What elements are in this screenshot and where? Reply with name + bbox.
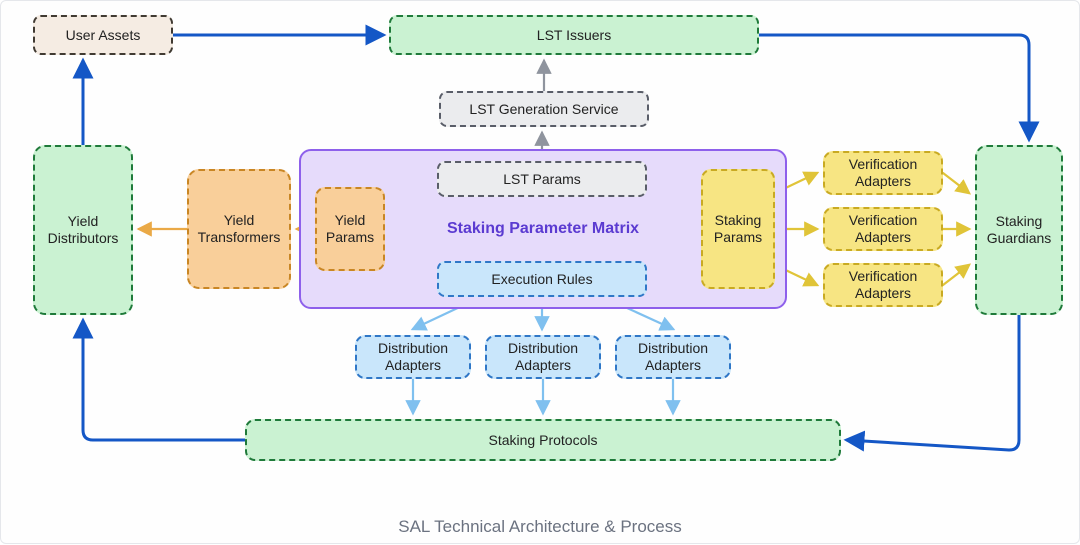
edge-verif1-to-guardians (943, 173, 969, 193)
verification-adapters-label: Verification Adapters (849, 156, 917, 190)
distribution-adapters-label: Distribution Adapters (638, 340, 708, 374)
execution-rules-label: Execution Rules (491, 271, 592, 288)
yield-distributors-label: Yield Distributors (48, 213, 119, 247)
lst-issuers-node: LST Issuers (389, 15, 759, 55)
staking-protocols-label: Staking Protocols (489, 432, 598, 449)
distribution-adapters-node-3: Distribution Adapters (615, 335, 731, 379)
staking-params-node: Staking Params (701, 169, 775, 289)
staking-protocols-node: Staking Protocols (245, 419, 841, 461)
execution-rules-node: Execution Rules (437, 261, 647, 297)
edge-protocols-to-distributors (83, 321, 245, 440)
diagram-caption: SAL Technical Architecture & Process (1, 517, 1079, 537)
distribution-adapters-label: Distribution Adapters (378, 340, 448, 374)
lst-generation-service-label: LST Generation Service (469, 101, 618, 118)
matrix-title: Staking Parameter Matrix (447, 219, 639, 238)
user-assets-node: User Assets (33, 15, 173, 55)
distribution-adapters-node-2: Distribution Adapters (485, 335, 601, 379)
yield-params-node: Yield Params (315, 187, 385, 271)
distribution-adapters-node-1: Distribution Adapters (355, 335, 471, 379)
user-assets-label: User Assets (66, 27, 141, 44)
lst-params-label: LST Params (503, 171, 581, 188)
edge-guardians-to-protocols (847, 315, 1019, 450)
lst-generation-service-node: LST Generation Service (439, 91, 649, 127)
yield-transformers-node: Yield Transformers (187, 169, 291, 289)
lst-issuers-label: LST Issuers (537, 27, 611, 44)
yield-params-label: Yield Params (326, 212, 374, 246)
staking-params-label: Staking Params (714, 212, 762, 246)
verification-adapters-label: Verification Adapters (849, 268, 917, 302)
staking-guardians-node: Staking Guardians (975, 145, 1063, 315)
edge-lst-to-guardians (759, 35, 1029, 139)
lst-params-node: LST Params (437, 161, 647, 197)
verification-adapters-node-1: Verification Adapters (823, 151, 943, 195)
caption-text: SAL Technical Architecture & Process (398, 517, 681, 536)
distribution-adapters-label: Distribution Adapters (508, 340, 578, 374)
yield-transformers-label: Yield Transformers (198, 212, 281, 246)
verification-adapters-node-2: Verification Adapters (823, 207, 943, 251)
diagram-stage: Staking Parameter Matrix User Assets LST… (0, 0, 1080, 544)
staking-guardians-label: Staking Guardians (987, 213, 1052, 247)
yield-distributors-node: Yield Distributors (33, 145, 133, 315)
edge-verif3-to-guardians (943, 265, 969, 285)
verification-adapters-label: Verification Adapters (849, 212, 917, 246)
verification-adapters-node-3: Verification Adapters (823, 263, 943, 307)
